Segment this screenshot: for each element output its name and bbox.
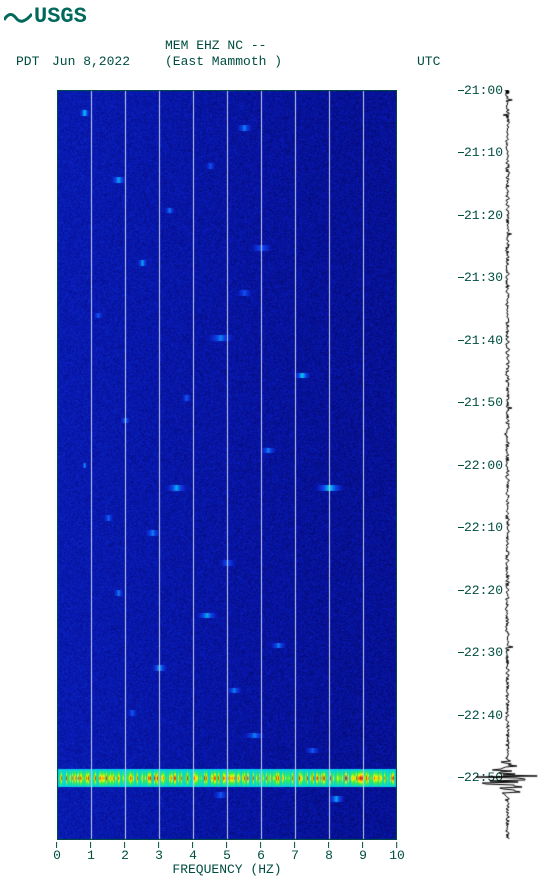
xtick: 0 [53,842,61,863]
usgs-wave-icon [4,8,32,26]
xtick: 6 [257,842,265,863]
xtick-label: 10 [389,848,405,863]
xtick: 8 [325,842,333,863]
xtick-label: 4 [189,848,197,863]
station-channel: MEM EHZ NC -- [165,38,266,53]
xtick-label: 2 [121,848,129,863]
tz-right-label: UTC [417,54,440,69]
usgs-logo-text: USGS [34,4,87,29]
waveform-canvas [470,90,545,840]
spectrogram-canvas [57,90,397,840]
xtick: 3 [155,842,163,863]
waveform-plot [470,90,545,840]
xtick-label: 5 [223,848,231,863]
xtick-label: 3 [155,848,163,863]
usgs-logo: USGS [4,4,87,29]
xtick: 4 [189,842,197,863]
xtick-label: 1 [87,848,95,863]
xtick-label: 7 [291,848,299,863]
xtick-label: 0 [53,848,61,863]
xtick: 1 [87,842,95,863]
date-label: Jun 8,2022 [52,54,130,69]
xtick: 9 [359,842,367,863]
xtick: 10 [389,842,405,863]
x-axis-label: FREQUENCY (HZ) [57,862,397,877]
xtick: 5 [223,842,231,863]
xtick-label: 9 [359,848,367,863]
spectrogram-plot: FREQUENCY (HZ) 14:0014:1014:2014:3014:40… [57,90,397,840]
xtick-label: 6 [257,848,265,863]
xtick: 7 [291,842,299,863]
xtick-label: 8 [325,848,333,863]
station-name: (East Mammoth ) [165,54,282,69]
xtick: 2 [121,842,129,863]
tz-left-label: PDT [16,54,39,69]
